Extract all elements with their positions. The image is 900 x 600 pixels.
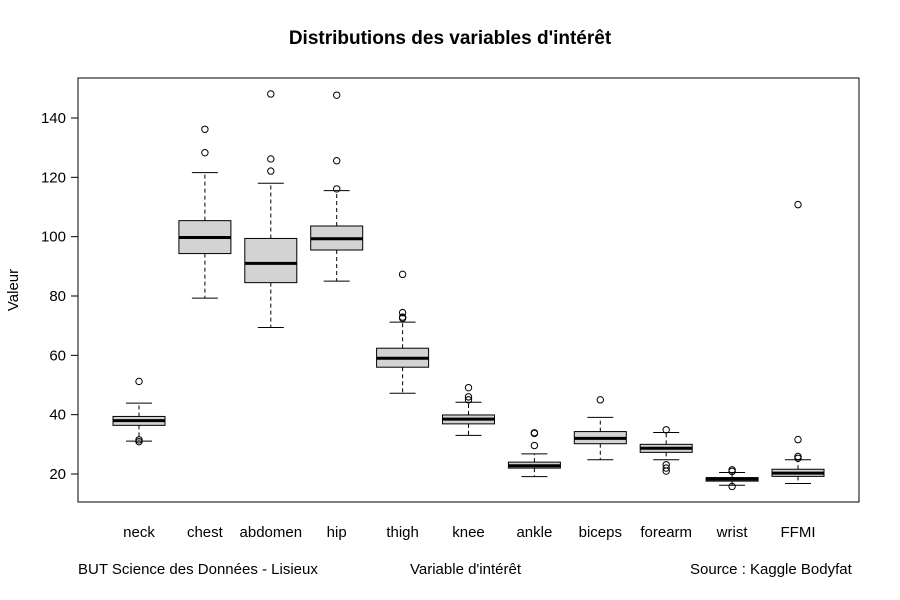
x-tick-label: abdomen — [240, 524, 303, 541]
box-wrist — [705, 466, 759, 491]
box-knee — [442, 383, 495, 436]
x-tick-label: FFMI — [781, 524, 816, 541]
outlier-point — [267, 167, 275, 175]
outlier-point — [662, 426, 670, 434]
footer-left-caption: BUT Science des Données - Lisieux — [78, 561, 318, 578]
outlier-point — [398, 270, 407, 279]
outlier-point — [662, 461, 670, 469]
y-tick-label: 20 — [49, 466, 66, 483]
outlier-point — [530, 441, 539, 450]
box-abdomen — [244, 90, 298, 328]
boxes-group — [112, 90, 825, 491]
x-tick-label: knee — [452, 524, 485, 541]
x-tick-label: ankle — [516, 524, 552, 541]
y-tick-label: 60 — [49, 347, 66, 364]
iqr-box — [244, 237, 298, 284]
x-tick-label: biceps — [579, 524, 622, 541]
outlier-point — [794, 200, 802, 209]
outlier-point — [728, 482, 736, 491]
outlier-point — [728, 467, 736, 476]
plot-frame — [77, 77, 860, 503]
outlier-point — [398, 313, 407, 321]
box-neck — [112, 377, 166, 446]
x-tick-label: forearm — [640, 524, 692, 541]
outlier-point — [794, 452, 802, 461]
outlier-point — [135, 437, 143, 446]
outlier-point — [794, 435, 802, 444]
outlier-point — [333, 157, 341, 165]
outlier-point — [464, 393, 473, 401]
y-tick-label: 100 — [41, 229, 66, 246]
y-axis-label: Valeur — [5, 269, 22, 311]
box-forearm — [639, 426, 693, 475]
y-tick-label: 80 — [49, 288, 66, 305]
box-thigh — [376, 270, 430, 394]
outlier-point — [333, 185, 341, 193]
footer-right-caption: Source : Kaggle Bodyfat — [690, 561, 852, 578]
y-tick-label: 40 — [49, 407, 66, 424]
x-tick-label: hip — [327, 524, 347, 541]
box-ankle — [507, 429, 561, 478]
x-axis-labels: neck chest abdomen hip thigh knee ankle biceps f… — [123, 524, 815, 541]
outlier-point — [530, 429, 539, 437]
y-axis: 20 40 60 80 100 120 140 — [41, 110, 79, 483]
box-ffmi — [771, 200, 825, 484]
y-tick-label: 120 — [41, 169, 66, 186]
outlier-point — [596, 396, 604, 404]
x-tick-label: chest — [187, 524, 224, 541]
box-chest — [178, 125, 232, 299]
outlier-point — [464, 396, 473, 404]
outlier-point — [464, 383, 473, 392]
outlier-point — [398, 308, 407, 317]
outlier-point — [662, 464, 670, 472]
box-biceps — [573, 396, 627, 461]
y-tick-label: 140 — [41, 110, 66, 127]
outlier-point — [267, 90, 275, 98]
outlier-point — [201, 149, 209, 157]
outlier-point — [267, 155, 275, 163]
chart-title: Distributions des variables d'intérêt — [288, 28, 612, 49]
outlier-point — [333, 91, 341, 99]
x-tick-label: thigh — [386, 524, 419, 541]
outlier-point — [135, 377, 143, 386]
x-tick-label: wrist — [716, 524, 749, 541]
box-hip — [310, 91, 364, 282]
x-axis-title: Variable d'intérêt — [410, 561, 521, 578]
outlier-point — [201, 125, 209, 133]
x-tick-label: neck — [123, 524, 155, 541]
